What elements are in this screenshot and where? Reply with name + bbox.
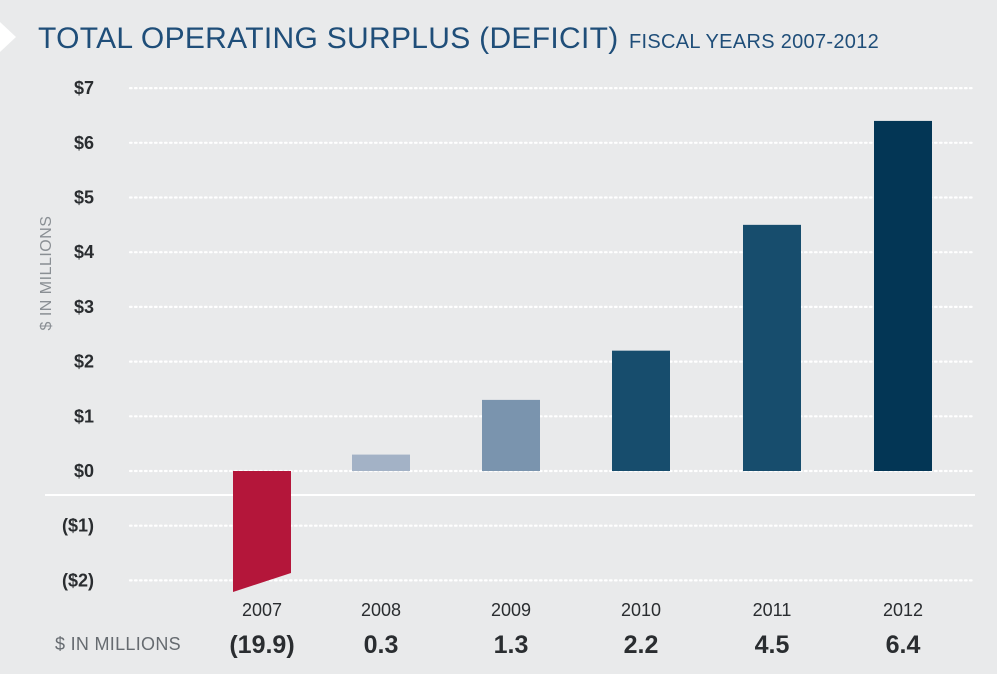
y-tick-label: ($2)	[62, 570, 94, 590]
x-tick-label: 2009	[491, 600, 531, 620]
data-label: (19.9)	[229, 631, 294, 659]
data-label: 0.3	[364, 631, 399, 659]
bar	[482, 399, 540, 471]
x-tick-label: 2007	[242, 600, 282, 620]
y-tick-label: $1	[74, 406, 94, 426]
y-tick-label: $5	[74, 188, 94, 208]
y-tick-label: $2	[74, 352, 94, 372]
x-tick-label: 2010	[621, 600, 661, 620]
bar	[874, 120, 932, 472]
x-tick-label: 2012	[883, 600, 923, 620]
bar	[743, 224, 801, 471]
chart-title: TOTAL OPERATING SURPLUS (DEFICIT)	[38, 22, 619, 55]
bar	[233, 471, 291, 592]
data-label: 6.4	[886, 631, 921, 659]
y-tick-label: $0	[74, 461, 94, 481]
y-tick-label: ($1)	[62, 516, 94, 536]
data-label: 2.2	[624, 631, 659, 659]
chart-title-row: TOTAL OPERATING SURPLUS (DEFICIT) FISCAL…	[38, 22, 879, 56]
x-tick-label: 2008	[361, 600, 401, 620]
bar	[612, 350, 670, 471]
data-label: 4.5	[755, 631, 790, 659]
y-tick-label: $4	[74, 242, 94, 262]
bar	[352, 454, 410, 471]
title-arrow-icon	[0, 22, 16, 52]
data-label: 1.3	[494, 631, 529, 659]
chart-subtitle: FISCAL YEARS 2007-2012	[628, 31, 880, 53]
value-row-label: $ IN MILLIONS	[55, 634, 181, 654]
y-tick-label: $3	[74, 297, 94, 317]
y-tick-label: $6	[74, 133, 94, 153]
x-tick-label: 2011	[753, 600, 792, 620]
y-tick-label: $7	[74, 78, 94, 98]
